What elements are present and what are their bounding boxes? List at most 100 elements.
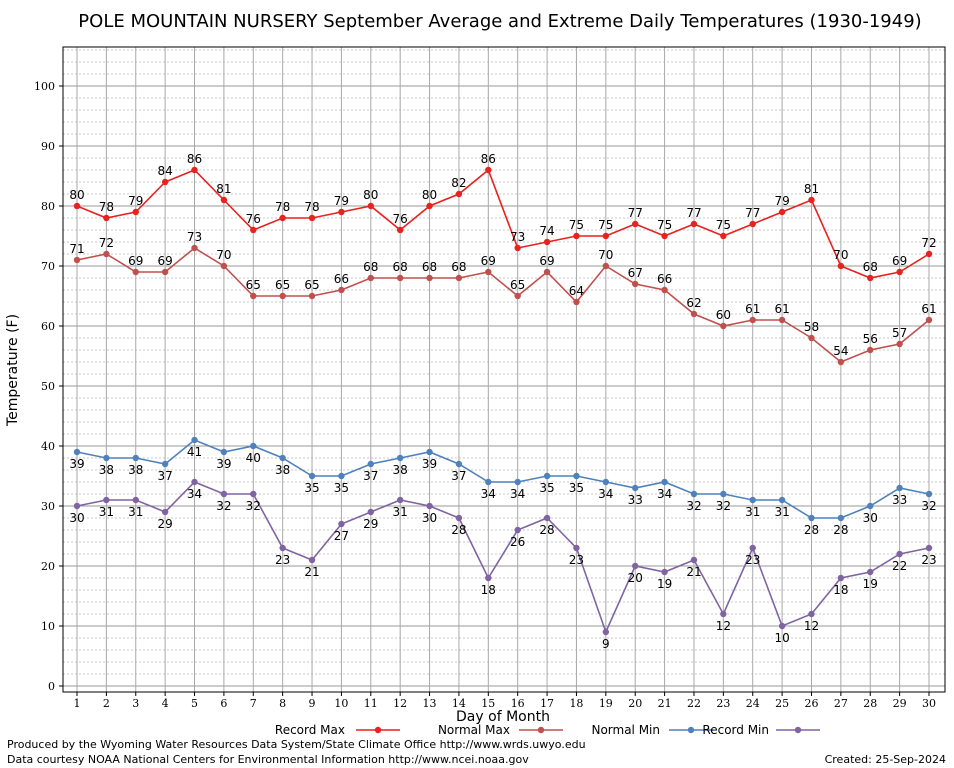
data-point [308, 214, 316, 222]
data-label: 28 [804, 523, 819, 537]
data-point [602, 478, 610, 486]
data-label: 37 [363, 469, 378, 483]
data-label: 77 [686, 206, 701, 220]
y-axis-label: Temperature (F) [5, 314, 21, 427]
y-tick-label: 60 [41, 320, 55, 333]
data-point [132, 208, 139, 216]
x-tick-label: 13 [423, 697, 437, 710]
series-group: 80 78 79 84 86 81 76 78 78 79 80 76 80 82 86 73 74 75 75 77… [69, 152, 936, 651]
data-point [191, 478, 198, 486]
data-point [485, 574, 492, 582]
data-point [220, 196, 228, 204]
data-label: 69 [481, 254, 496, 268]
data-point [778, 208, 786, 216]
data-label: 39 [69, 457, 84, 471]
data-label: 9 [602, 637, 610, 651]
data-label: 61 [921, 302, 936, 316]
data-label: 32 [716, 499, 731, 513]
data-point [925, 316, 933, 324]
data-point [632, 562, 639, 570]
data-label: 28 [539, 523, 554, 537]
data-label: 60 [716, 308, 731, 322]
x-tick-label: 7 [250, 697, 257, 710]
data-point [514, 244, 521, 252]
data-label: 23 [745, 553, 760, 567]
series-line [76, 439, 930, 519]
data-point [367, 202, 374, 210]
x-tick-label: 20 [628, 697, 642, 710]
data-label: 67 [628, 266, 643, 280]
data-point [602, 628, 610, 636]
data-label: 77 [628, 206, 643, 220]
data-point [896, 484, 903, 492]
data-point [837, 262, 845, 270]
data-label: 38 [275, 463, 290, 477]
data-label: 31 [745, 505, 760, 519]
data-point [426, 274, 433, 282]
data-point [632, 220, 639, 228]
data-label: 35 [304, 481, 319, 495]
data-point [161, 460, 169, 468]
data-point [867, 346, 874, 354]
data-point [455, 190, 463, 198]
data-point [338, 208, 345, 216]
data-point [514, 526, 521, 534]
data-point [279, 292, 286, 300]
data-point [485, 166, 492, 174]
x-tick-label: 17 [540, 697, 554, 710]
data-label: 71 [69, 242, 84, 256]
x-axis-label: Day of Month [456, 709, 550, 725]
data-label: 28 [451, 523, 466, 537]
x-tick-label: 3 [132, 697, 139, 710]
series-line [76, 168, 930, 279]
data-label: 78 [304, 200, 319, 214]
data-label: 12 [716, 619, 731, 633]
data-label: 41 [187, 445, 202, 459]
legend-marker [794, 726, 802, 734]
data-label: 26 [510, 535, 525, 549]
y-tick-label: 70 [41, 260, 55, 273]
x-tick-label: 21 [658, 697, 672, 710]
data-label: 76 [393, 212, 408, 226]
data-label: 68 [422, 260, 437, 274]
footer-created-date: Created: 25-Sep-2024 [824, 753, 946, 766]
data-label: 65 [246, 278, 261, 292]
data-label: 32 [216, 499, 231, 513]
data-label: 81 [216, 182, 231, 196]
data-label: 18 [833, 583, 848, 597]
data-point [896, 550, 903, 558]
data-label: 79 [334, 194, 349, 208]
legend-label: Normal Max [438, 723, 510, 737]
x-tick-label: 6 [220, 697, 227, 710]
data-label: 34 [598, 487, 613, 501]
x-tick-label: 8 [279, 697, 286, 710]
data-point [543, 514, 551, 522]
data-point [396, 496, 404, 504]
data-point [455, 274, 463, 282]
data-label: 18 [481, 583, 496, 597]
data-point [573, 232, 580, 240]
data-label: 34 [657, 487, 672, 501]
data-point [661, 568, 668, 576]
data-label: 40 [246, 451, 261, 465]
data-point [514, 292, 521, 300]
x-tick-label: 1 [74, 697, 81, 710]
x-tick-label: 25 [775, 697, 789, 710]
data-point [396, 274, 404, 282]
data-label: 35 [569, 481, 584, 495]
data-label: 34 [187, 487, 202, 501]
data-label: 56 [863, 332, 878, 346]
data-label: 31 [99, 505, 114, 519]
data-point [485, 268, 492, 276]
data-label: 28 [833, 523, 848, 537]
data-label: 77 [745, 206, 760, 220]
data-label: 80 [422, 188, 437, 202]
legend-marker [537, 726, 545, 734]
data-label: 76 [246, 212, 261, 226]
data-point [161, 508, 169, 516]
footer-credit-data: Data courtesy NOAA National Centers for … [7, 753, 529, 766]
data-label: 69 [128, 254, 143, 268]
data-label: 31 [393, 505, 408, 519]
x-tick-label: 12 [393, 697, 407, 710]
legend-label: Normal Min [591, 723, 660, 737]
